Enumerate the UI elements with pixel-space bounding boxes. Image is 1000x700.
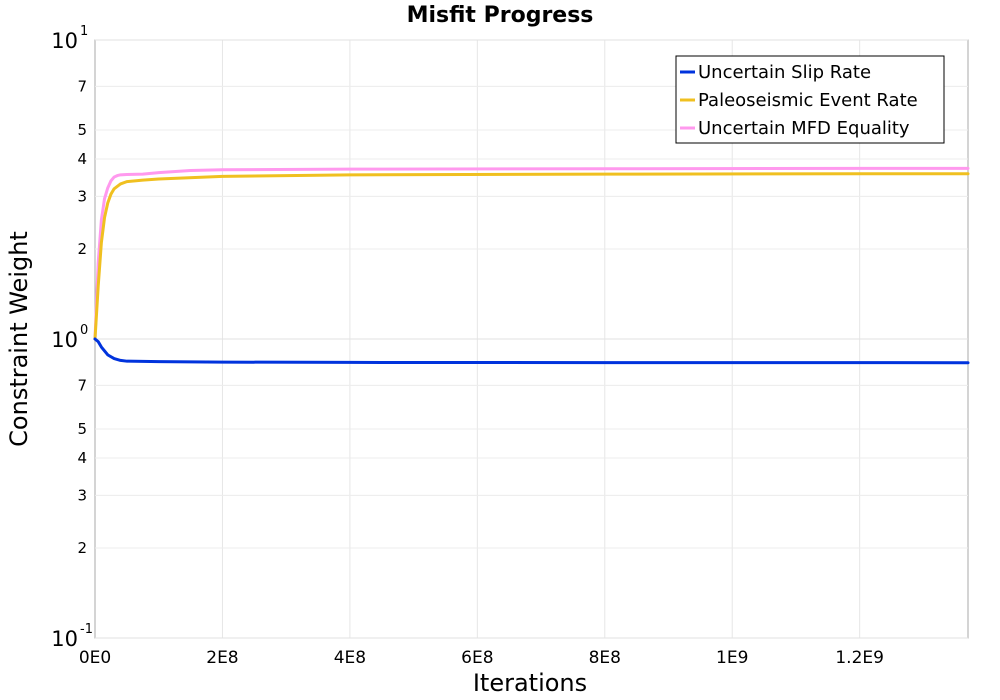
y-tick-label-base: 10 [51,328,78,352]
y-tick-label-minor: 7 [77,376,87,394]
x-tick-label: 8E8 [589,648,621,668]
y-tick-label-minor: 5 [77,121,87,139]
y-tick-label-minor: 5 [77,420,87,438]
y-tick-label-minor: 2 [77,240,87,258]
series-lines [93,166,970,365]
legend-entry-label: Uncertain MFD Equality [698,118,910,139]
y-tick-label-minor: 4 [77,150,87,168]
y-tick-label-base: 10 [51,29,78,53]
x-tick-label: 4E8 [334,648,366,668]
y-tick-label-exponent: 1 [80,24,88,39]
legend-box [675,55,945,144]
y-tick-label-exponent: 0 [80,323,88,338]
y-tick-label-minor: 3 [77,486,87,504]
x-tick-label: 2E8 [206,648,238,668]
legend-entry-label: Paleoseismic Event Rate [698,90,918,111]
y-tick-label-exponent: -1 [80,622,93,637]
x-tick-label: 0E0 [79,648,111,668]
x-axis-ticks: 0E0 2E8 4E8 6E8 8E8 1E9 1.2E9 [79,648,884,668]
series-line [93,166,970,341]
series-line [93,172,970,341]
y-tick-label-minor: 4 [77,449,87,467]
y-tick-label-base: 10 [51,627,78,651]
x-tick-label: 1E9 [716,648,748,668]
legend: Uncertain Slip Rate Paleoseismic Event Ra… [675,55,945,144]
x-tick-label: 6E8 [461,648,493,668]
chart-title: Misfit Progress [407,3,594,28]
y-tick-label-minor: 3 [77,187,87,205]
y-axis-label: Constraint Weight [5,231,33,447]
series-line [93,337,970,365]
y-tick-label-minor: 7 [77,77,87,95]
y-tick-label-minor: 2 [77,539,87,557]
legend-entry-label: Uncertain Slip Rate [698,62,871,83]
x-tick-label: 1.2E9 [835,648,884,668]
x-axis-label: Iterations [473,669,587,697]
